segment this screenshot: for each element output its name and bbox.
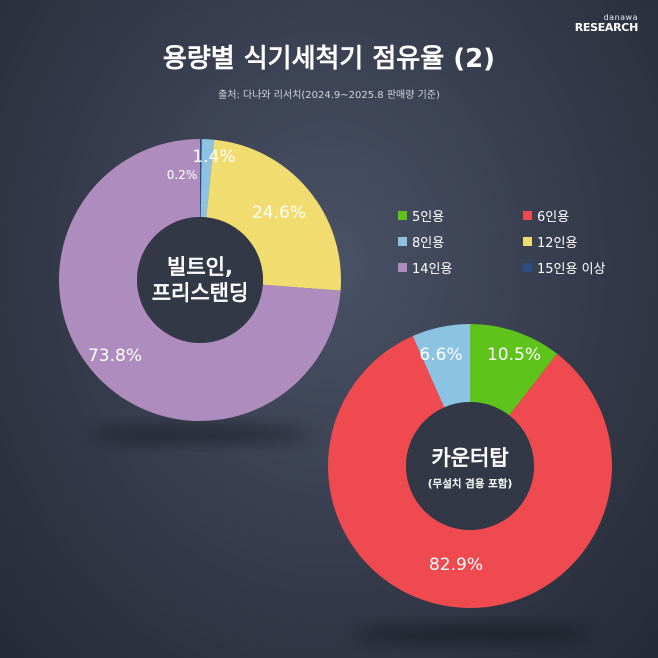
donut-center-label: 카운터탑 <box>431 446 508 470</box>
legend-item-8: 8인용 <box>398 232 523 251</box>
chart-title: 용량별 식기세척기 점유율 (2) <box>162 44 496 74</box>
legend-item-5: 5인용 <box>398 206 523 225</box>
legend-swatch <box>523 237 532 246</box>
legend-label: 15인용 이상 <box>537 262 606 277</box>
legend-label: 14인용 <box>412 262 453 277</box>
legend-swatch <box>523 211 532 220</box>
legend-label: 8인용 <box>412 236 445 251</box>
donut-hole <box>137 217 263 343</box>
donut-slice <box>328 336 613 608</box>
legend-swatch <box>398 211 407 220</box>
donut-slice <box>58 139 341 421</box>
legend-item-12: 12인용 <box>523 232 628 251</box>
donut-chart-builtin: 빌트인,프리스탠딩 0.2%1.4% 24.6% 73.8% <box>58 139 341 421</box>
donut-center-sublabel: (무설치 겸용 포함) <box>428 477 513 490</box>
brand-line1: danawa <box>603 13 638 22</box>
donut-center-label: 프리스탠딩 <box>152 281 249 305</box>
legend-label: 12인용 <box>537 236 578 251</box>
data-label: 24.6% <box>252 203 306 223</box>
data-label: 73.8% <box>88 346 142 366</box>
data-label: 1.4% <box>192 147 235 167</box>
legend-swatch <box>398 263 407 272</box>
legend: 5인용 6인용 8인용 12인용 14인용 15인용 이상 <box>398 206 628 277</box>
donut-hole <box>406 402 534 530</box>
donut-chart-countertop: 카운터탑 (무설치 겸용 포함) 10.5% 6.6% 82.9% <box>328 324 613 608</box>
data-label: 10.5% <box>487 345 541 365</box>
legend-item-15plus: 15인용 이상 <box>523 258 628 277</box>
legend-swatch <box>523 263 532 272</box>
legend-swatch <box>398 237 407 246</box>
donut-slice <box>412 324 470 408</box>
donut-slice <box>200 139 215 218</box>
brand-logo: danawa RESEARCH <box>574 13 639 34</box>
legend-label: 6인용 <box>537 210 570 225</box>
donut-slice <box>200 139 202 218</box>
data-label: 6.6% <box>419 345 462 365</box>
donut-slice <box>206 139 341 291</box>
donut-slice <box>470 324 558 416</box>
chart1-shadow <box>90 425 310 443</box>
brand-line2: RESEARCH <box>574 21 639 34</box>
data-label: 82.9% <box>429 555 483 575</box>
data-label: 0.2% <box>167 168 198 182</box>
chart2-shadow <box>350 625 590 643</box>
donut-center-label: 빌트인, <box>167 255 233 279</box>
legend-item-14: 14인용 <box>398 258 523 277</box>
chart-source: 출처: 다나와 리서치(2024.9~2025.8 판매량 기준) <box>218 90 440 101</box>
legend-item-6: 6인용 <box>523 206 628 225</box>
legend-label: 5인용 <box>412 210 445 225</box>
